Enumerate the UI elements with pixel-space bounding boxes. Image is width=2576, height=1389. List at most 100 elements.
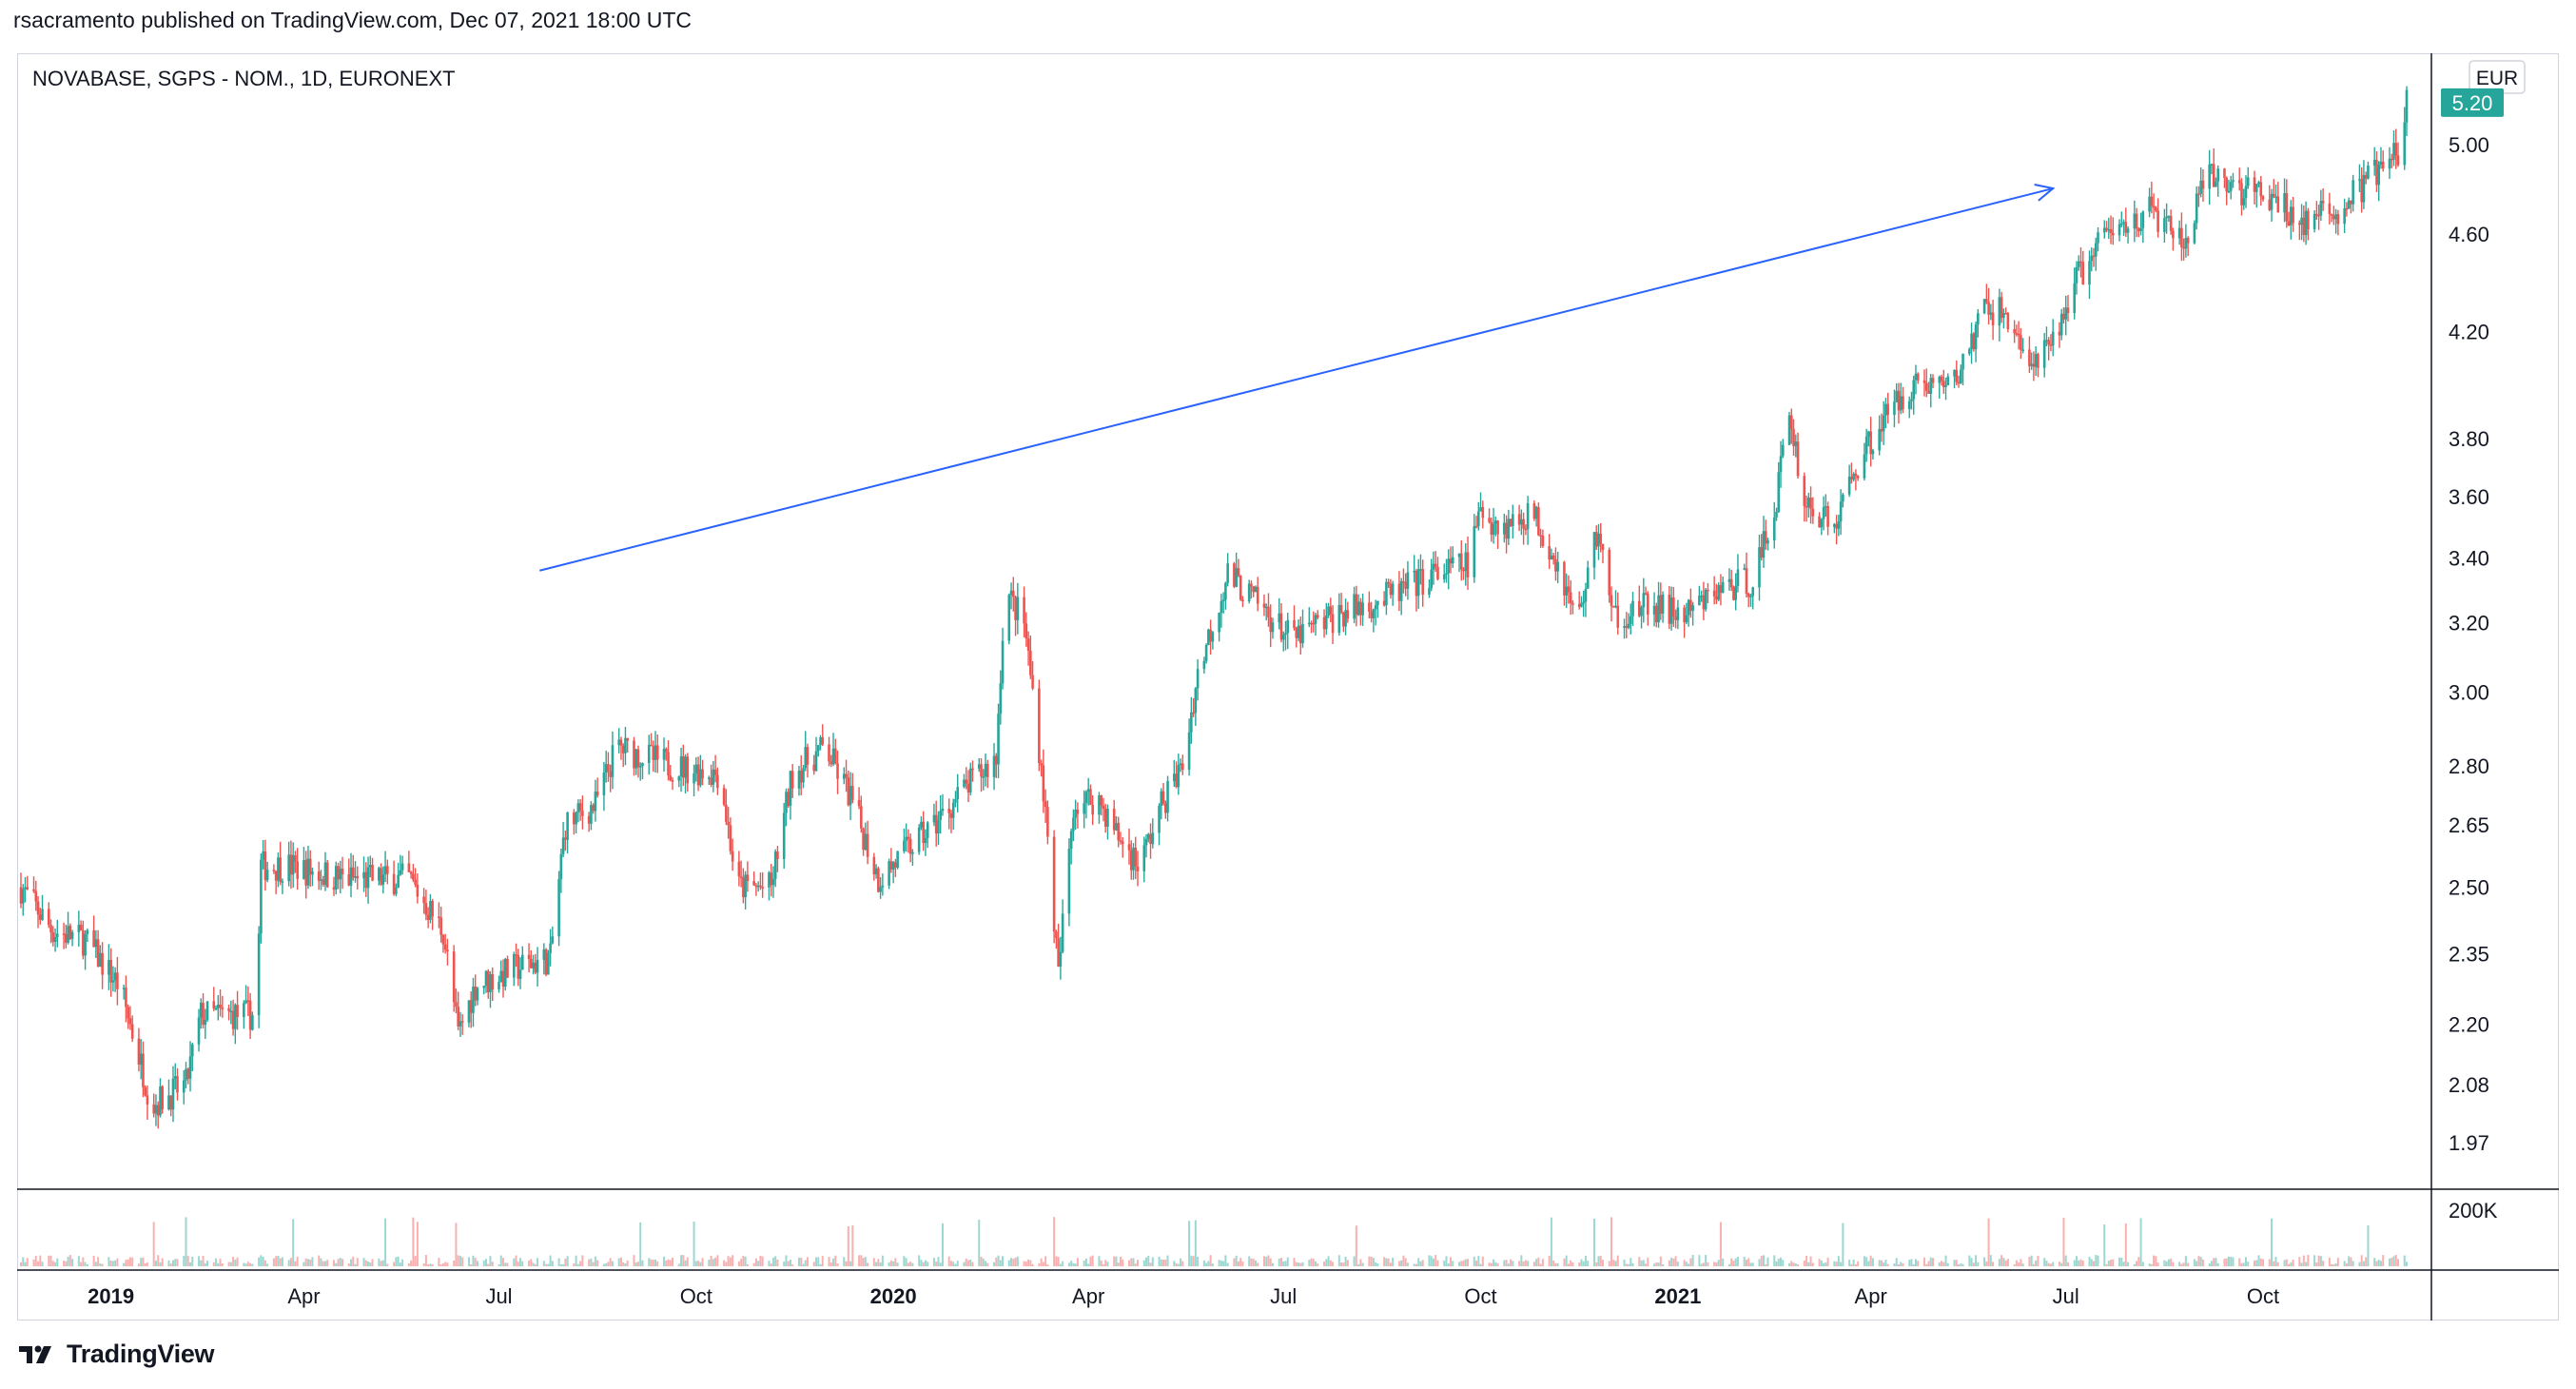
volume-bar — [725, 1262, 728, 1266]
candle-body — [426, 914, 430, 920]
candle-body — [1608, 549, 1611, 596]
candle-body — [2109, 228, 2113, 233]
candle-body — [2375, 160, 2378, 186]
candle-body — [1415, 571, 1418, 597]
candle-body — [966, 783, 970, 792]
candle-body — [1286, 619, 1290, 634]
volume-bar — [740, 1259, 743, 1266]
candle-body — [1582, 601, 1586, 604]
volume-bar — [1630, 1258, 1632, 1266]
volume-bar — [1736, 1257, 1739, 1266]
volume-bar — [1458, 1262, 1461, 1266]
trendline-arrowhead — [2034, 184, 2056, 202]
volume-bar — [697, 1261, 700, 1266]
candle-body — [1029, 650, 1032, 675]
volume-bar — [1647, 1257, 1649, 1266]
candle-body — [756, 885, 760, 888]
candle-body — [248, 1000, 252, 1030]
volume-bar — [879, 1262, 882, 1266]
volume-bar — [789, 1260, 791, 1266]
candle-body — [652, 746, 655, 760]
volume-bar — [215, 1258, 218, 1266]
volume-bar — [1719, 1222, 1722, 1266]
volume-bar — [559, 1263, 562, 1266]
candle-body — [1310, 622, 1313, 625]
candle-body — [498, 982, 500, 990]
volume-bar — [1807, 1262, 1810, 1266]
footer-logo[interactable]: TradingView — [19, 1340, 215, 1369]
candle-body — [1241, 599, 1244, 601]
volume-bar — [384, 1218, 387, 1266]
volume-bar — [472, 1255, 475, 1266]
volume-bar — [896, 1262, 899, 1266]
volume-bar — [1727, 1263, 1730, 1266]
candle-body — [51, 932, 55, 943]
volume-bar — [1076, 1258, 1079, 1266]
volume-bar — [590, 1258, 593, 1266]
volume-bar — [1211, 1263, 1214, 1266]
candle-body — [214, 1008, 218, 1010]
volume-bar — [167, 1260, 170, 1266]
volume-bar — [2388, 1258, 2391, 1266]
volume-bar — [1552, 1260, 1555, 1266]
volume-bar — [1897, 1263, 1900, 1266]
candle-body — [1637, 600, 1641, 616]
volume-bar — [821, 1256, 824, 1266]
candle-body — [1016, 597, 1020, 620]
candle-body — [243, 1003, 245, 1018]
volume-bar — [834, 1255, 837, 1266]
x-tick-label: 2021 — [1654, 1284, 1701, 1308]
candle-body — [937, 819, 940, 834]
candle-body — [1577, 604, 1581, 607]
volume-bar — [2273, 1261, 2275, 1266]
volume-bar — [1308, 1260, 1311, 1266]
volume-bar — [296, 1256, 299, 1266]
candle-body — [759, 885, 762, 888]
volume-bar — [169, 1263, 172, 1266]
candle-body — [1685, 615, 1688, 623]
candle-body — [2307, 210, 2310, 230]
candle-body — [1339, 604, 1343, 613]
candle-body — [1867, 431, 1870, 437]
candle-body — [2242, 198, 2246, 205]
volume-bar — [1961, 1263, 1964, 1266]
candle-body — [2186, 238, 2190, 244]
volume-bar — [1869, 1255, 1872, 1266]
x-tick-label: Jul — [2053, 1284, 2079, 1308]
candle-body — [874, 868, 878, 875]
volume-bar — [557, 1258, 560, 1266]
candle-body — [1869, 431, 1872, 455]
volume-bar — [67, 1256, 69, 1266]
candle-body — [1479, 507, 1482, 512]
volume-bar — [542, 1261, 545, 1266]
volume-bar — [1642, 1260, 1645, 1266]
volume-bar — [407, 1262, 410, 1266]
candle-body — [2002, 313, 2005, 319]
candle-body — [1548, 545, 1551, 560]
candle-body — [1307, 622, 1311, 625]
candle-body — [2283, 193, 2286, 213]
volume-bar — [1012, 1259, 1015, 1266]
volume-bar — [1127, 1260, 1130, 1266]
volume-bar — [2002, 1258, 2005, 1266]
volume-bar — [2062, 1217, 2065, 1266]
volume-bar — [622, 1262, 625, 1266]
volume-bar — [935, 1262, 938, 1266]
volume-bar — [1842, 1223, 1844, 1266]
volume-bar — [1537, 1257, 1540, 1266]
candle-body — [469, 1000, 473, 1013]
volume-bar — [576, 1263, 579, 1266]
volume-bar — [1046, 1263, 1049, 1266]
trendline-arrow[interactable] — [539, 187, 2054, 572]
candle-body — [773, 851, 777, 879]
volume-bar — [37, 1261, 40, 1266]
volume-bar — [1747, 1258, 1750, 1266]
volume-bar — [927, 1262, 929, 1266]
volume-bar — [1162, 1260, 1165, 1266]
candle-body — [484, 970, 488, 987]
candle-body — [2058, 331, 2061, 336]
volume-bar — [1745, 1260, 1747, 1266]
volume-bar — [123, 1262, 126, 1266]
volume-bar — [1880, 1260, 1883, 1266]
